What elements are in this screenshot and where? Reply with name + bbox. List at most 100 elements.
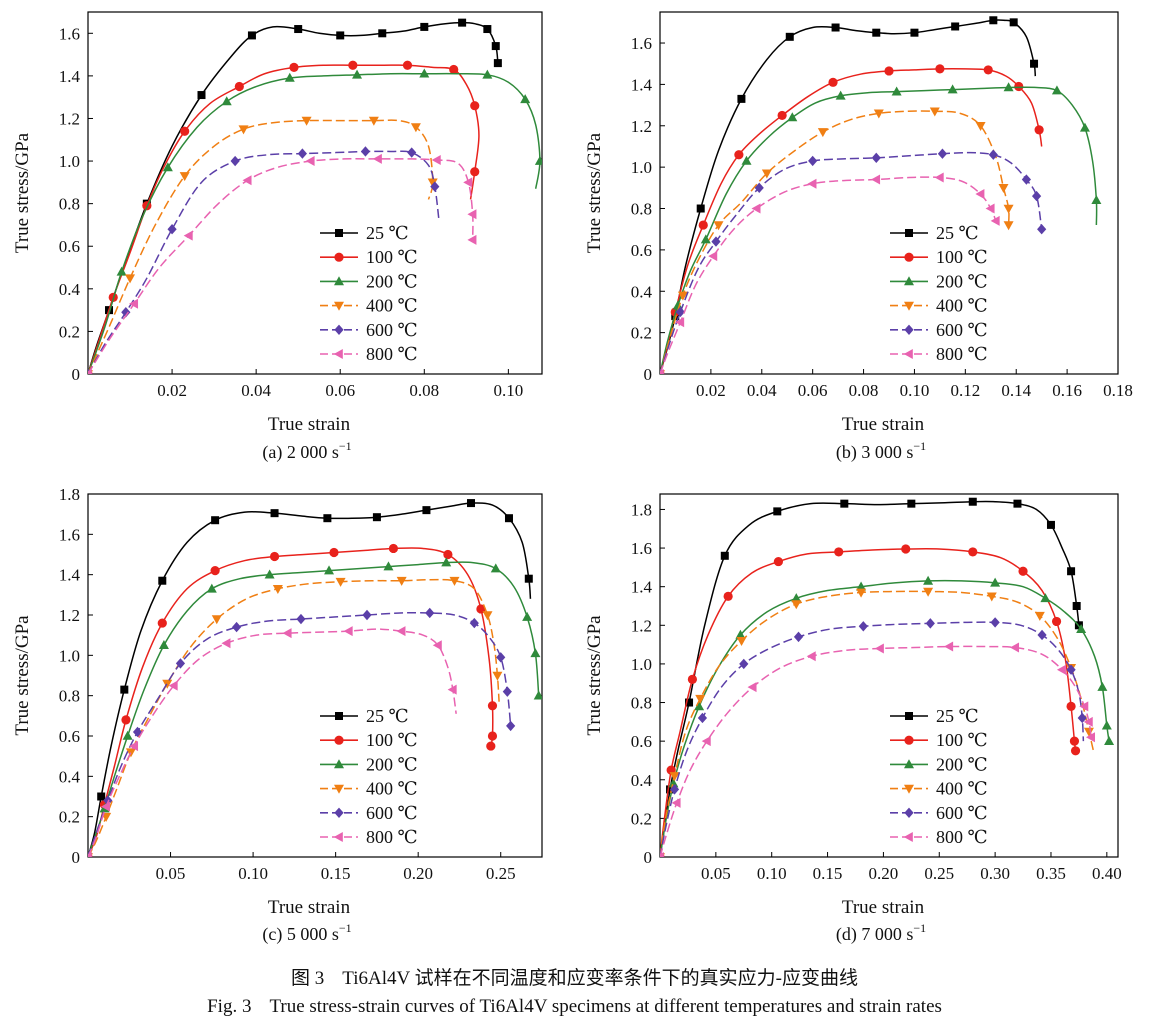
data-point — [530, 648, 541, 658]
y-tick-label: 0.8 — [59, 195, 80, 214]
data-point — [221, 638, 231, 649]
data-point — [1040, 593, 1051, 603]
data-point — [175, 658, 186, 669]
data-point — [1021, 174, 1031, 185]
series-2 — [88, 68, 542, 374]
caption-cn-text: Ti6Al4V 试样在不同温度和应变率条件下的真实应力-应变曲线 — [342, 968, 858, 989]
legend-label: 25 ℃ — [366, 706, 409, 726]
data-point — [463, 177, 473, 188]
x-tick-label: 0.04 — [241, 381, 271, 400]
data-point — [1046, 520, 1055, 529]
legend: 25 ℃ 100 ℃ 200 ℃ 400 ℃ 600 ℃ 800 ℃ — [320, 223, 418, 364]
data-point — [1091, 195, 1102, 205]
data-point — [1030, 59, 1039, 68]
data-point — [773, 556, 784, 567]
data-point — [1104, 735, 1115, 745]
data-point — [323, 514, 332, 523]
series-line — [660, 621, 1085, 857]
plot-area — [88, 18, 542, 374]
data-point — [700, 234, 711, 244]
data-point — [985, 203, 995, 214]
data-point — [713, 221, 724, 231]
data-point — [284, 72, 295, 82]
data-point — [1070, 746, 1081, 756]
data-point — [720, 551, 729, 560]
data-point — [817, 128, 828, 138]
data-point — [352, 69, 363, 79]
series-1 — [88, 543, 498, 857]
data-point — [975, 121, 986, 131]
caption-cn-number: 图 3 — [291, 968, 325, 989]
data-point — [685, 698, 694, 707]
data-point — [467, 209, 477, 220]
series-3 — [88, 116, 438, 374]
x-tick-label: 0.12 — [950, 381, 980, 400]
figure-caption-chinese: 图 3 Ti6Al4V 试样在不同温度和应变率条件下的真实应力-应变曲线 — [0, 963, 1149, 990]
data-point — [470, 167, 480, 177]
data-point — [828, 77, 838, 87]
data-point — [362, 609, 372, 621]
legend-label: 800 ℃ — [936, 344, 988, 364]
series-line — [660, 590, 1095, 857]
data-point — [1031, 190, 1042, 202]
legend-marker — [904, 252, 914, 262]
data-point — [988, 149, 998, 160]
series-line — [660, 86, 1098, 374]
data-point — [231, 621, 242, 633]
data-point — [694, 701, 705, 711]
legend-label: 200 ℃ — [366, 754, 418, 774]
legend-label: 200 ℃ — [936, 271, 988, 291]
data-point — [441, 557, 452, 567]
plot-frame — [659, 11, 1119, 375]
data-point — [289, 62, 299, 72]
legend-label: 400 ℃ — [936, 296, 988, 316]
y-tick-label: 0.2 — [631, 324, 652, 343]
series-line — [660, 579, 1110, 857]
data-point — [754, 182, 764, 194]
data-point — [1101, 720, 1112, 730]
data-point — [157, 618, 167, 628]
series-line — [88, 578, 500, 857]
plot-frame — [659, 493, 1119, 858]
data-point — [360, 146, 371, 157]
data-point — [534, 155, 542, 165]
y-axis-title: True stress/GPa — [12, 615, 33, 736]
data-point — [840, 499, 849, 508]
data-point — [737, 94, 746, 103]
data-point — [158, 640, 169, 650]
data-point — [125, 274, 136, 284]
caption-en-number: Fig. 3 — [207, 996, 252, 1017]
data-point — [168, 680, 178, 691]
data-point — [975, 189, 985, 200]
y-tick-label: 1.2 — [59, 109, 80, 128]
data-point — [1079, 701, 1089, 712]
data-point — [296, 613, 306, 625]
data-point — [1066, 664, 1076, 675]
data-point — [807, 178, 817, 189]
series-line — [660, 19, 1037, 374]
series-4 — [660, 617, 1087, 857]
legend-label: 800 ℃ — [366, 344, 418, 364]
series-2 — [660, 575, 1115, 857]
series-line — [88, 547, 494, 857]
data-point — [388, 543, 399, 554]
data-point — [335, 577, 346, 587]
data-point — [449, 64, 459, 75]
x-tick-label: 0.40 — [1092, 864, 1122, 883]
legend: 25 ℃ 100 ℃ 200 ℃ 400 ℃ 600 ℃ 800 ℃ — [890, 223, 988, 364]
legend-label: 600 ℃ — [936, 320, 988, 340]
y-tick-label: 0.8 — [59, 687, 80, 706]
legend-label: 25 ℃ — [936, 223, 979, 243]
data-point — [925, 618, 935, 629]
legend-marker — [905, 712, 913, 720]
data-point — [747, 682, 757, 693]
series-5 — [88, 153, 477, 374]
data-point — [430, 181, 440, 192]
data-point — [496, 652, 506, 663]
data-point — [751, 203, 761, 214]
data-point — [944, 641, 954, 652]
x-tick-label: 0.08 — [849, 381, 879, 400]
series-line — [88, 150, 440, 374]
data-point — [522, 611, 533, 621]
data-point — [777, 110, 787, 121]
